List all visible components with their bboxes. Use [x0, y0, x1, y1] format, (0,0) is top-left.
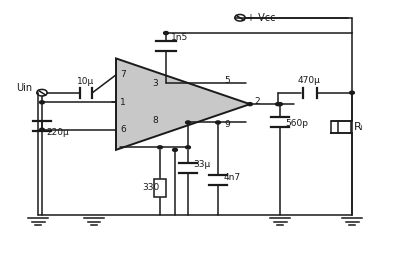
Circle shape	[40, 128, 44, 131]
Text: 6: 6	[120, 125, 126, 134]
Text: Uin: Uin	[16, 83, 32, 93]
Circle shape	[40, 101, 44, 104]
Text: + Vcc: + Vcc	[247, 13, 276, 23]
Bar	[154, 179, 166, 197]
Circle shape	[278, 103, 282, 106]
Circle shape	[350, 91, 354, 94]
Polygon shape	[116, 58, 250, 150]
Text: 3: 3	[152, 79, 158, 88]
Circle shape	[173, 148, 178, 151]
Text: 470μ: 470μ	[298, 76, 321, 85]
Text: Rₗ: Rₗ	[354, 122, 364, 132]
Text: 8: 8	[152, 116, 158, 125]
Text: 2: 2	[254, 97, 260, 106]
Circle shape	[186, 121, 190, 124]
Text: 1n5: 1n5	[171, 33, 188, 42]
Text: 5: 5	[224, 76, 230, 85]
Text: 4n7: 4n7	[223, 173, 240, 182]
Circle shape	[276, 103, 280, 106]
Text: 1: 1	[120, 98, 126, 107]
Text: 330: 330	[142, 183, 159, 193]
Text: 560p: 560p	[285, 119, 308, 129]
Text: 220μ: 220μ	[47, 128, 70, 137]
Circle shape	[158, 146, 162, 149]
Text: 10μ: 10μ	[77, 77, 94, 86]
Circle shape	[248, 103, 252, 106]
Text: 7: 7	[120, 70, 126, 80]
Circle shape	[216, 121, 220, 124]
Text: 33μ: 33μ	[193, 160, 210, 169]
Circle shape	[164, 31, 168, 35]
Circle shape	[186, 146, 190, 149]
Text: 9: 9	[224, 120, 230, 130]
